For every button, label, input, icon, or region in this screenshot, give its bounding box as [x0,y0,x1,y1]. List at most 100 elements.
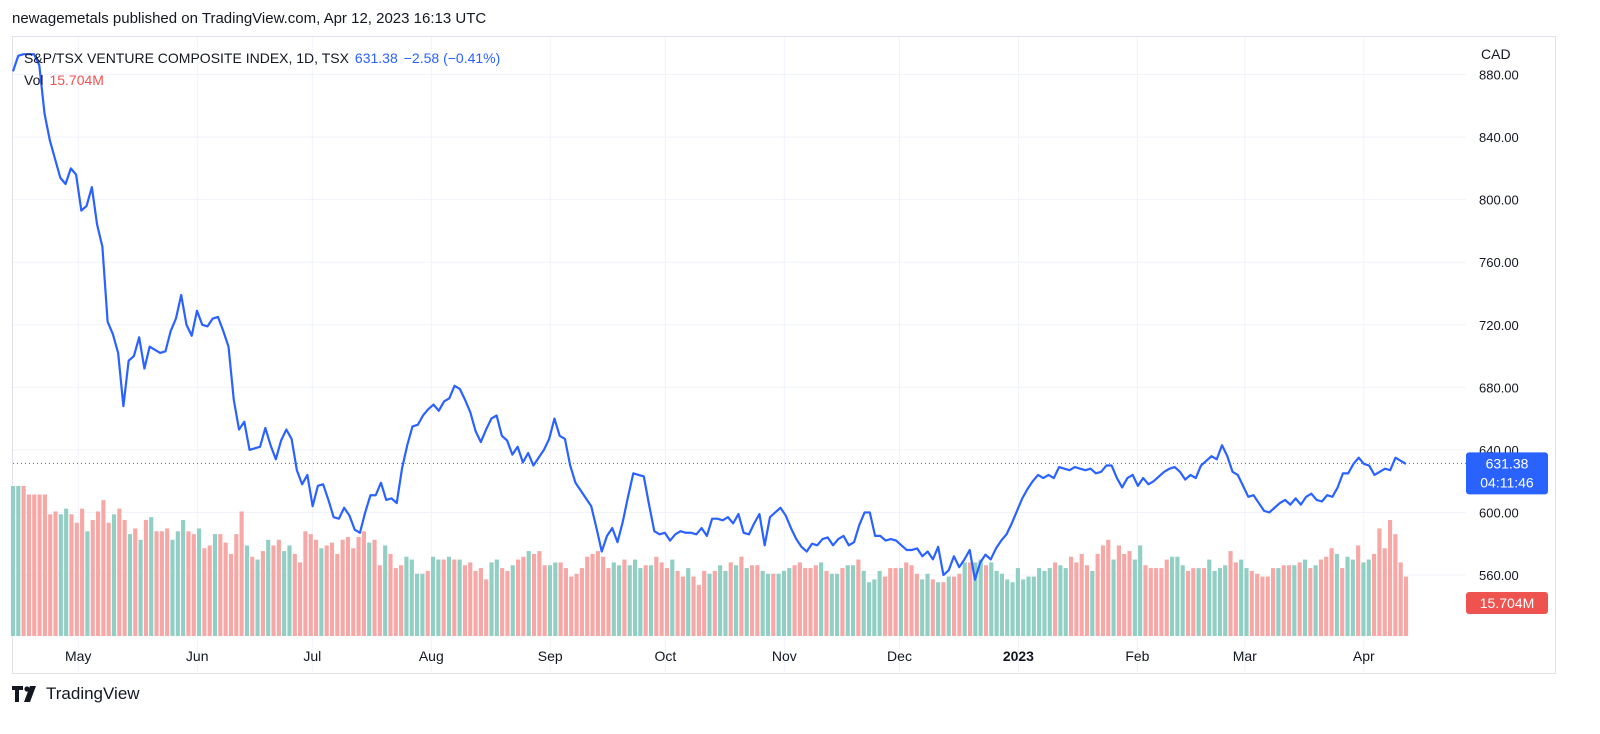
volume-bar [159,531,164,636]
volume-bar [138,539,143,636]
volume-bar [1047,568,1052,636]
volume-bar [58,514,63,636]
volume-bar [579,568,584,636]
volume-bar [335,553,340,636]
volume-bar [882,576,888,636]
volume-bar [298,562,303,636]
volume-bar [1361,562,1366,636]
legend-volume-value: 15.704M [49,72,104,88]
volume-bar [845,565,850,636]
tradingview-logo[interactable]: TradingView [12,684,140,704]
volume-bar [96,511,101,636]
volume-bar [723,570,728,636]
price-series-line [11,53,1407,581]
volume-bar [505,570,510,636]
volume-bar [1244,568,1249,636]
volume-bar [399,565,404,636]
volume-bar [994,570,999,636]
volume-bar [64,508,69,636]
volume-bar [32,494,37,636]
currency-label[interactable]: CAD [1481,46,1511,62]
volume-bar [893,568,898,636]
volume-bar [781,570,787,636]
volume-bar [154,531,159,636]
volume-bar [1106,539,1111,636]
volume-bar [787,568,792,636]
volume-bar [510,565,515,636]
x-tick-label: 2023 [1003,648,1034,664]
volume-bar [728,562,733,636]
volume-bar [531,553,537,636]
volume-bar [292,553,297,636]
volume-bar [1313,565,1318,636]
volume-bar [207,545,212,636]
volume-bar [707,573,712,636]
volume-bar [1010,582,1015,636]
volume-bar [111,514,117,636]
volume-bar [457,559,462,636]
volume-bar [197,528,202,636]
volume-bar [1185,570,1191,636]
volume-bar [547,565,553,636]
volume-bar [675,570,680,636]
volume-bar [191,534,196,636]
volume-bar [1005,579,1010,636]
volume-bar [101,500,106,636]
volume-bar [569,576,574,636]
volume-bar [1058,565,1063,636]
volume-bar [611,562,616,636]
volume-bar [771,573,776,636]
volume-bar [595,551,600,636]
volume-bar [1175,556,1180,636]
volume-bar [218,534,223,636]
volume-bar [803,568,808,636]
volume-bar [1345,556,1350,636]
volume-bar [143,519,148,636]
volume-bar [835,573,840,636]
volume-bar [973,562,978,636]
volume-bar [1382,548,1387,636]
volume-bar [872,579,877,636]
volume-bar [255,559,260,636]
volume-bar [452,559,457,636]
volume-bar [340,539,345,636]
volume-bar [1026,576,1031,636]
volume-bar [1095,553,1100,636]
volume-bar [978,559,983,636]
volume-bar [909,565,914,636]
volume-bar [404,556,409,636]
volume-bar [388,553,393,636]
volume-bar [1318,559,1324,636]
volume-bar [590,553,595,636]
volume-bar [1239,559,1244,636]
volume-bar [898,568,903,636]
volume-bar [1031,576,1036,636]
volume-bar [276,539,281,636]
volume-bar [356,536,361,636]
volume-bar [537,551,542,636]
legend-symbol-row[interactable]: S&P/TSX VENTURE COMPOSITE INDEX, 1D, TSX… [24,47,500,69]
volume-bar [500,568,505,636]
volume-bar [1132,559,1137,636]
volume-bar [1271,568,1276,636]
legend-volume-row[interactable]: Vol 15.704M [24,69,500,91]
volume-bar [808,568,813,636]
volume-bar [542,565,547,636]
volume-bar [989,562,994,636]
volume-bar [1068,556,1074,636]
y-tick-label: 680.00 [1479,380,1519,395]
volume-bar [212,534,218,636]
volume-bar [516,559,521,636]
volume-bars [10,486,1409,636]
volume-bar [42,494,47,636]
price-badge-bg [1466,452,1548,495]
volume-bar [1122,553,1127,636]
volume-bar [1015,568,1020,636]
volume-bar [1169,556,1175,636]
volume-bar [739,556,744,636]
volume-bar [165,528,170,636]
volume-bar [904,562,909,636]
volume-bar [1366,559,1371,636]
legend-volume-label: Vol [24,72,44,88]
